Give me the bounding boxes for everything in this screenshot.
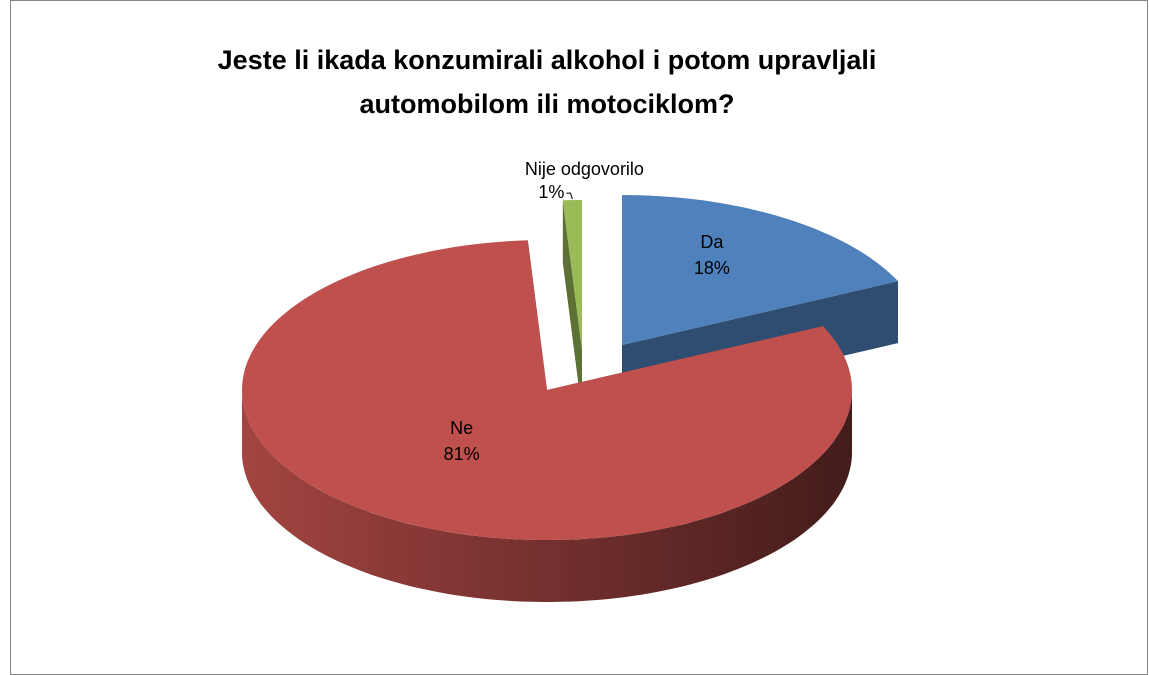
leader-line (566, 192, 573, 200)
data-label: 18% (694, 258, 730, 278)
data-label-name: Da (700, 232, 724, 252)
data-label-name: Nije odgovorilo (525, 159, 644, 179)
data-label: 1% (538, 182, 564, 202)
slice-side (242, 390, 852, 602)
data-label-name: Ne (450, 418, 473, 438)
slice-side (562, 200, 582, 412)
slice (622, 195, 898, 345)
slice (242, 240, 852, 541)
data-label: 81% (444, 444, 480, 464)
slice (562, 200, 582, 350)
chart-title: Jeste li ikada konzumirali alkohol i pot… (217, 45, 877, 119)
